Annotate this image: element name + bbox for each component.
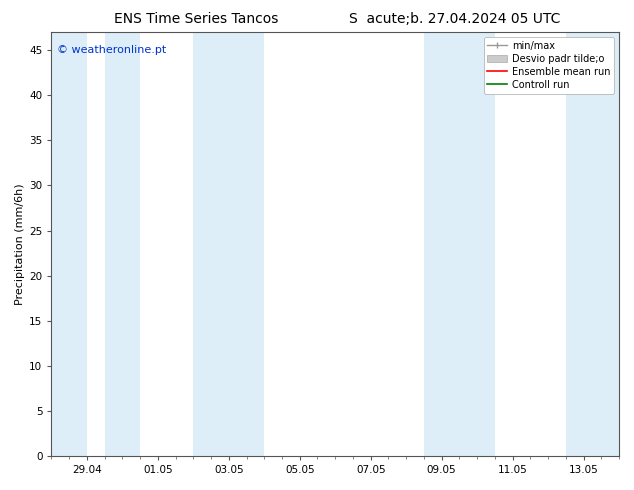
Text: S  acute;b. 27.04.2024 05 UTC: S acute;b. 27.04.2024 05 UTC [349,12,560,26]
Text: ENS Time Series Tancos: ENS Time Series Tancos [114,12,278,26]
Bar [424,32,495,456]
Bar [105,32,140,456]
Text: © weatheronline.pt: © weatheronline.pt [57,45,166,55]
Legend: min/max, Desvio padr tilde;o, Ensemble mean run, Controll run: min/max, Desvio padr tilde;o, Ensemble m… [484,37,614,94]
Y-axis label: Precipitation (mm/6h): Precipitation (mm/6h) [15,183,25,305]
Bar [193,32,264,456]
Bar [566,32,619,456]
Bar [51,32,87,456]
